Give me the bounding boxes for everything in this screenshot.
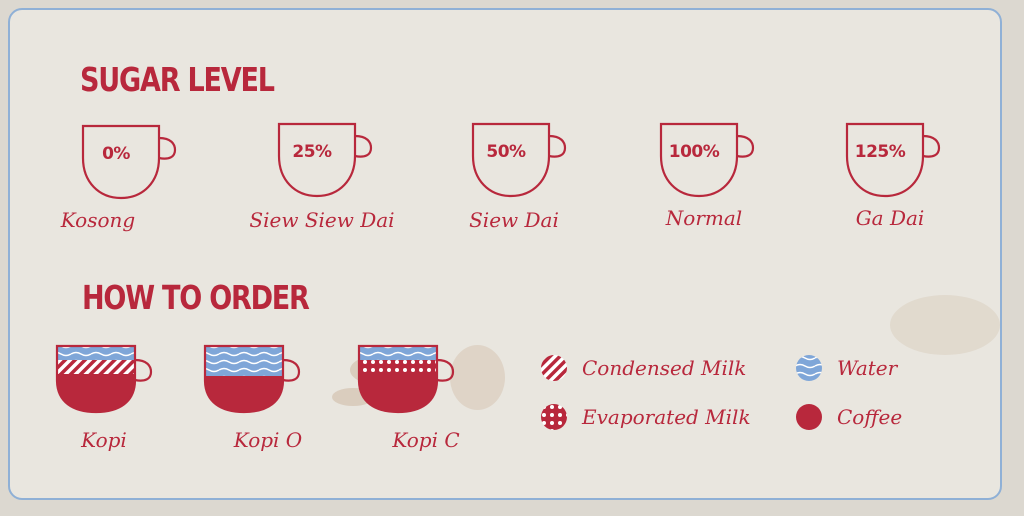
sugar-name: Siew Dai: [469, 208, 559, 232]
kopi-cup-icon: [55, 344, 153, 414]
coffee-stain: [450, 345, 505, 410]
legend-water: Water: [795, 354, 897, 382]
coffee-stain: [890, 295, 1000, 355]
dotted-circle-icon: [541, 404, 567, 430]
drink-name: Kopi C: [392, 428, 460, 452]
solid-circle-icon: [796, 404, 822, 430]
drink-name: Kopi O: [233, 428, 303, 452]
drink-kopi: [48, 342, 158, 422]
kopi-o-cup-icon: [203, 344, 301, 414]
cup-icon: [659, 122, 755, 198]
legend-label: Water: [837, 356, 898, 380]
sugar-level-siew-dai: 50%: [426, 120, 606, 200]
legend-condensed-milk: Condensed Milk: [540, 354, 746, 382]
cup-icon: [471, 122, 567, 198]
sugar-level-ga-dai: 125%: [800, 120, 980, 200]
sugar-level-normal: 100%: [614, 120, 794, 200]
legend-label: Condensed Milk: [582, 356, 747, 380]
sugar-percent: 50%: [486, 142, 526, 162]
legend-label: Coffee: [837, 405, 903, 429]
legend-coffee: Coffee: [795, 403, 902, 431]
striped-circle-icon: [541, 355, 567, 381]
drink-kopi-o: [196, 342, 306, 422]
cup-icon: [277, 122, 373, 198]
wave-circle-icon: [796, 355, 822, 381]
sugar-percent: 25%: [292, 142, 332, 162]
cup-icon: [845, 122, 941, 198]
sugar-percent: 125%: [854, 142, 906, 162]
kopi-c-cup-icon: [357, 344, 455, 414]
sugar-level-heading: SUGAR LEVEL: [80, 60, 275, 99]
sugar-name: Kosong: [60, 208, 136, 232]
legend-label: Evaporated Milk: [582, 405, 751, 429]
sugar-name: Normal: [665, 206, 743, 230]
cup-icon: [81, 124, 177, 200]
sugar-name: Siew Siew Dai: [249, 208, 395, 232]
drink-kopi-c: [350, 342, 460, 422]
sugar-name: Ga Dai: [855, 206, 925, 230]
drink-name: Kopi: [81, 428, 127, 452]
kopi-guide-card: SUGAR LEVEL 0% Kosong 25% Siew Siew Dai …: [8, 8, 1002, 500]
sugar-level-kosong: 0%: [36, 122, 216, 202]
sugar-percent: 100%: [668, 142, 720, 162]
how-to-order-heading: HOW TO ORDER: [82, 278, 310, 317]
sugar-level-siew-siew-dai: 25%: [232, 120, 412, 200]
sugar-percent: 0%: [102, 144, 130, 164]
legend-evaporated-milk: Evaporated Milk: [540, 403, 751, 431]
